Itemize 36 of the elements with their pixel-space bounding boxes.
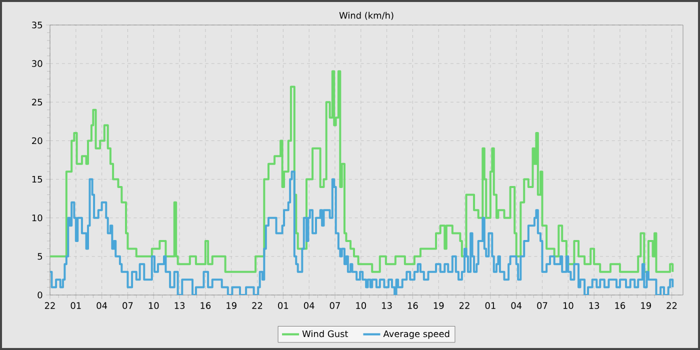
y-tick-label: 5	[38, 253, 42, 260]
legend-label: Wind Gust	[302, 330, 348, 338]
x-tick-label: 07	[330, 302, 340, 309]
x-tick-label: 07	[537, 302, 548, 309]
x-tick-label: 13	[382, 302, 392, 309]
x-tick-label: 04	[96, 302, 108, 309]
y-tick-label: 0	[38, 292, 42, 298]
x-tick-label: 10	[563, 302, 574, 309]
legend-label: Average speed	[383, 330, 450, 339]
x-tick-label: 16	[615, 302, 626, 309]
x-tick-label: 04	[304, 302, 314, 309]
x-tick-label: 07	[122, 302, 133, 309]
y-tick-label: 35	[32, 22, 42, 28]
y-tick-label: 20	[32, 137, 42, 144]
y-tick-label: 15	[32, 176, 42, 183]
x-tick-label: 04	[511, 302, 522, 309]
x-tick-label: 22	[459, 302, 470, 309]
y-tick-label: 25	[32, 98, 42, 106]
x-tick-label: 19	[226, 302, 236, 309]
y-tick-label: 30	[32, 60, 42, 67]
x-tick-label: 22	[252, 302, 262, 309]
x-tick-label: 22	[666, 302, 677, 309]
y-tick-label: 10	[32, 214, 42, 222]
x-tick-label: 19	[434, 302, 444, 309]
x-tick-label: 13	[589, 302, 600, 309]
x-tick-label: 22	[44, 302, 55, 309]
x-tick-label: 10	[356, 302, 366, 309]
x-tick-label: 01	[70, 302, 81, 309]
x-tick-label: 16	[200, 302, 211, 309]
chart-title: Wind (km/h)	[339, 12, 394, 20]
x-tick-label: 01	[485, 302, 496, 309]
x-tick-label: 19	[641, 302, 651, 309]
x-tick-label: 13	[174, 302, 185, 309]
x-tick-label: 16	[408, 302, 418, 309]
x-tick-label: 10	[148, 302, 159, 309]
x-tick-label: 01	[278, 302, 288, 309]
